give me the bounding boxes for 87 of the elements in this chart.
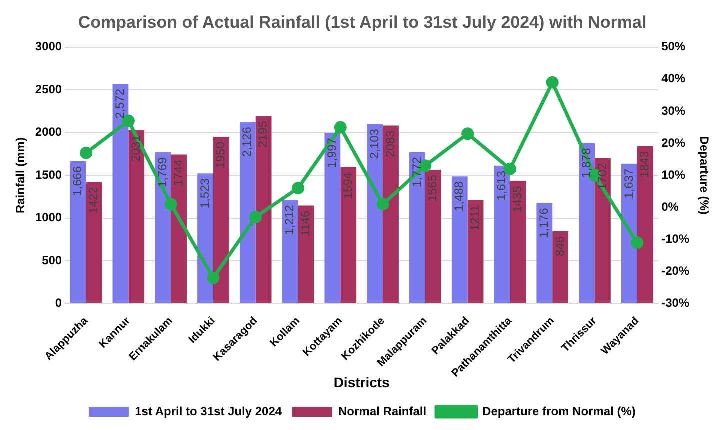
data-label: 1422 [86,186,101,214]
data-label: 1702 [595,162,610,190]
bar [298,206,314,304]
bar [579,143,595,304]
x-axis-title: Districts [334,374,390,390]
data-label: 2,126 [240,126,254,158]
y2-tick-label: -30% [662,296,690,310]
y-tick-label: 1500 [35,168,62,182]
data-label: 1,523 [198,178,212,209]
data-label: 1,878 [579,148,594,178]
data-label: 1435 [510,186,524,213]
data-label: 1,769 [155,157,170,188]
data-label: 1,772 [410,156,424,188]
y2-tick-label: 50% [662,40,686,54]
bar [367,124,384,304]
bar [494,166,510,304]
bar [425,170,442,304]
data-label: 1211 [468,204,482,232]
bar [155,152,172,304]
bar [240,122,256,304]
bar [171,154,187,304]
bar [112,84,129,304]
y-tick-label: 3000 [35,40,62,54]
bar [552,231,569,304]
bar [410,152,426,304]
data-label: 1,212 [282,204,297,236]
data-label: 1146 [298,210,313,237]
data-label: 1950 [214,142,228,169]
bar [595,158,611,304]
point [376,198,390,211]
bar [324,133,341,304]
data-label: 1,997 [325,138,340,168]
point [164,198,178,211]
y2-axis-title: Departure (%) [697,136,712,215]
data-label: 1,613 [494,170,509,201]
data-label: 1744 [171,159,186,186]
y-tick-label: 2500 [35,82,62,96]
bar [510,181,526,304]
data-label: 2,572 [113,88,128,119]
data-label: 2195 [256,120,270,148]
y-tick-label: 0 [55,296,62,310]
y-tick-label: 1000 [35,210,62,225]
y2-tick-label: 0% [662,200,680,214]
chart-title: Comparison of Actual Rainfall (1st April to 31st July 2024) with Normal [78,12,647,32]
point [292,182,305,195]
bar [213,137,230,304]
bar [383,126,399,304]
data-label: 2031 [128,134,143,162]
bar [340,168,357,304]
y2-tick-label: 30% [662,104,686,118]
point [207,272,220,284]
bar [468,200,484,304]
legend-label: Normal Rainfall [338,404,427,418]
data-label: 1,176 [536,208,551,238]
bar [128,130,145,304]
point [80,146,93,160]
y2-tick-label: -10% [662,232,690,246]
data-label: 1594 [340,172,355,200]
point [462,128,474,140]
data-label: 1,488 [452,181,466,212]
legend-label: 1st April to 31st July 2024 [135,404,282,418]
data-label: 2,103 [367,128,382,160]
bar [256,116,272,304]
data-label: 1843 [638,150,652,178]
point [546,76,559,89]
bar [86,182,102,304]
data-label: 1565 [426,174,440,202]
bar [452,176,468,304]
point [631,236,644,250]
legend-label: Departure from Normal (%) [482,404,636,418]
data-label: 1,637 [622,168,636,199]
y-axis-title: Rainfall (mm) [14,138,28,214]
point [250,210,262,224]
bar [536,203,553,304]
data-label: 846 [552,236,567,256]
y2-tick-label: 10% [662,168,686,182]
point [334,121,347,134]
bar [282,200,298,304]
bar [637,146,654,304]
data-label: 2083 [383,130,398,158]
y2-tick-label: 40% [662,72,686,86]
y-tick-label: 2000 [35,125,62,140]
y-tick-label: 500 [42,253,62,268]
y2-tick-label: -20% [662,264,690,278]
y2-tick-label: 20% [662,136,686,150]
data-label: 1,666 [70,166,85,196]
bar [70,161,86,304]
